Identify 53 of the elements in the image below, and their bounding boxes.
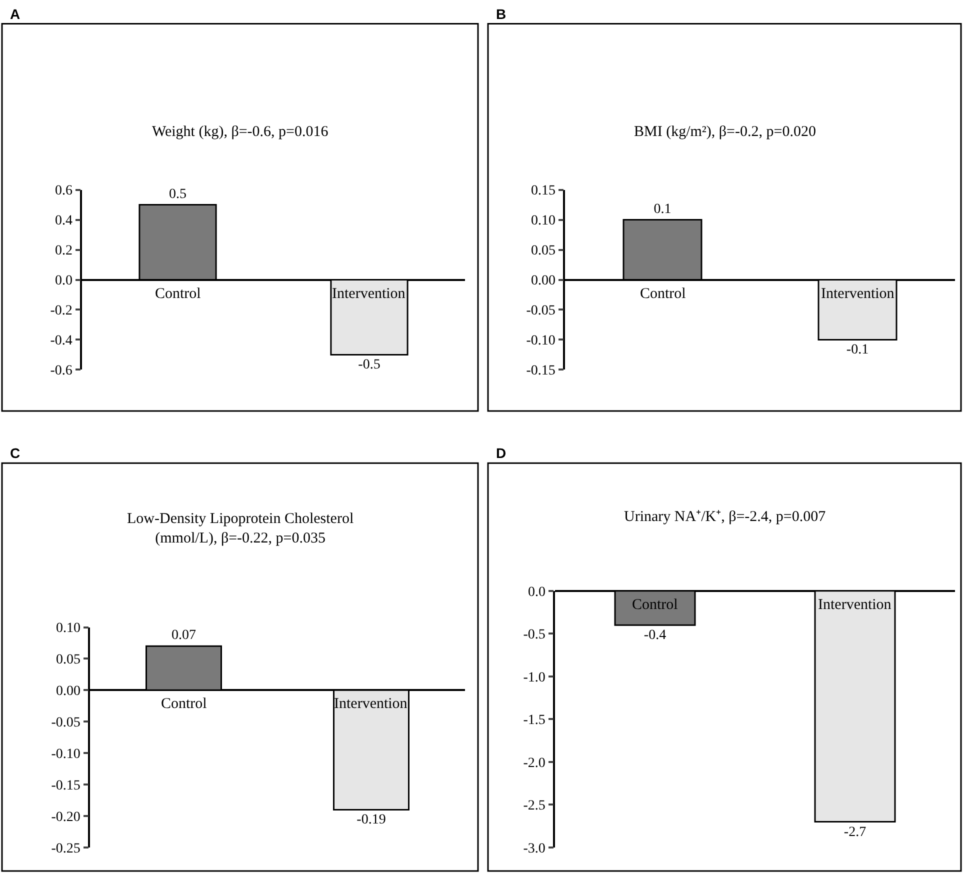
x-tick-label: Control bbox=[640, 286, 686, 302]
chart-title: Urinary NA⁺/K⁺, β=-2.4, p=0.007 bbox=[624, 509, 826, 525]
x-tick-label: Control bbox=[155, 286, 201, 302]
text: A bbox=[10, 6, 20, 22]
y-tick-label: -2.0 bbox=[523, 756, 546, 771]
y-tick-label: -0.10 bbox=[526, 334, 556, 349]
y-tick-label: -0.20 bbox=[51, 810, 80, 825]
y-tick-label: 0.05 bbox=[530, 244, 556, 259]
y-tick-label: 0.4 bbox=[54, 214, 72, 229]
y-tick-label: 0.10 bbox=[56, 621, 80, 636]
data-label: 0.5 bbox=[169, 186, 186, 202]
y-tick-label: -1.0 bbox=[523, 670, 546, 686]
y-tick-label: -0.05 bbox=[526, 304, 556, 319]
y-tick-label: -0.25 bbox=[51, 841, 80, 856]
y-tick-label: -0.5 bbox=[523, 628, 546, 643]
y-tick-label: -0.2 bbox=[50, 304, 72, 319]
chart-title: Low-Density Lipoprotein Cholesterol (mmol/L), β=-0.22, p=0.035 bbox=[127, 511, 354, 546]
y-tick-label: 0.10 bbox=[530, 214, 556, 229]
x-tick-label: Intervention bbox=[821, 286, 895, 302]
data-label: -0.4 bbox=[644, 628, 666, 644]
y-tick-label: 0.6 bbox=[54, 184, 72, 199]
y-tick-label: 0.0 bbox=[54, 274, 72, 289]
x-tick-label: Control bbox=[161, 696, 207, 712]
data-label: 0.1 bbox=[654, 202, 672, 217]
chart-title: Weight (kg), β=-0.6, p=0.016 bbox=[152, 124, 329, 140]
y-tick-label: -0.05 bbox=[51, 716, 80, 731]
y-tick-label: 0.0 bbox=[528, 584, 546, 600]
data-label: 0.07 bbox=[172, 628, 196, 644]
y-tick-label: -2.5 bbox=[523, 798, 546, 814]
data-label: -2.7 bbox=[844, 824, 866, 840]
x-tick-label: Intervention bbox=[334, 696, 408, 712]
y-tick-label: -0.15 bbox=[526, 364, 556, 379]
y-tick-label: -0.6 bbox=[50, 364, 72, 379]
data-label: -0.5 bbox=[358, 358, 380, 373]
y-tick-label: -3.0 bbox=[523, 841, 546, 856]
y-tick-label: -0.4 bbox=[50, 334, 72, 349]
text: D bbox=[496, 445, 506, 461]
text: B bbox=[496, 6, 506, 22]
x-tick-label: Intervention bbox=[818, 597, 892, 613]
data-label: -0.1 bbox=[846, 342, 869, 358]
y-tick-label: 0.00 bbox=[56, 684, 80, 700]
y-tick-label: 0.2 bbox=[54, 244, 72, 259]
chart-title: BMI (kg/m²), β=-0.2, p=0.020 bbox=[634, 124, 816, 140]
data-label: -0.19 bbox=[356, 812, 386, 828]
text: C bbox=[10, 445, 20, 461]
y-tick-label: 0.00 bbox=[530, 274, 556, 289]
x-tick-label: Intervention bbox=[332, 286, 406, 302]
x-tick-label: Control bbox=[632, 597, 678, 613]
y-tick-label: -0.10 bbox=[51, 746, 80, 762]
y-tick-label: 0.15 bbox=[530, 184, 556, 199]
y-tick-label: -0.15 bbox=[51, 778, 80, 794]
y-tick-label: 0.05 bbox=[56, 652, 80, 668]
y-tick-label: -1.5 bbox=[523, 713, 546, 728]
